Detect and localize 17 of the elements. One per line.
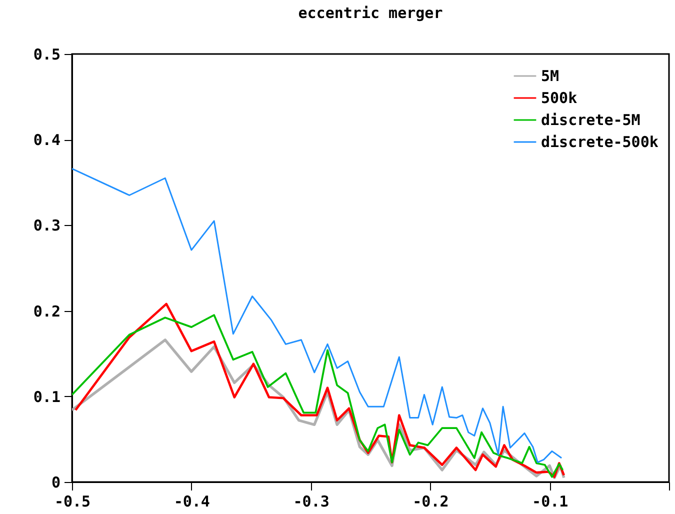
y-tick-label: 0.3 [33, 216, 60, 235]
y-tick-label: 0.2 [33, 302, 60, 320]
legend-label: 5M [541, 67, 560, 85]
y-tick-label: 0 [51, 474, 60, 492]
y-tick-label: 0.4 [33, 131, 60, 150]
x-tick-label: -0.1 [532, 492, 568, 510]
y-tick-label: 0.1 [33, 388, 60, 406]
x-tick-label: -0.2 [412, 492, 449, 510]
y-tick-label: 0.5 [33, 46, 60, 64]
x-tick-label: -0.4 [174, 492, 210, 510]
line-series [72, 168, 562, 464]
legend-label: discrete-500k [541, 133, 658, 151]
legend-label: 500k [541, 89, 578, 107]
chart-title: eccentric merger [298, 4, 443, 22]
legend-label: discrete-5M [541, 111, 640, 129]
x-tick-label: -0.5 [54, 492, 91, 510]
x-tick-label: -0.3 [293, 492, 330, 510]
